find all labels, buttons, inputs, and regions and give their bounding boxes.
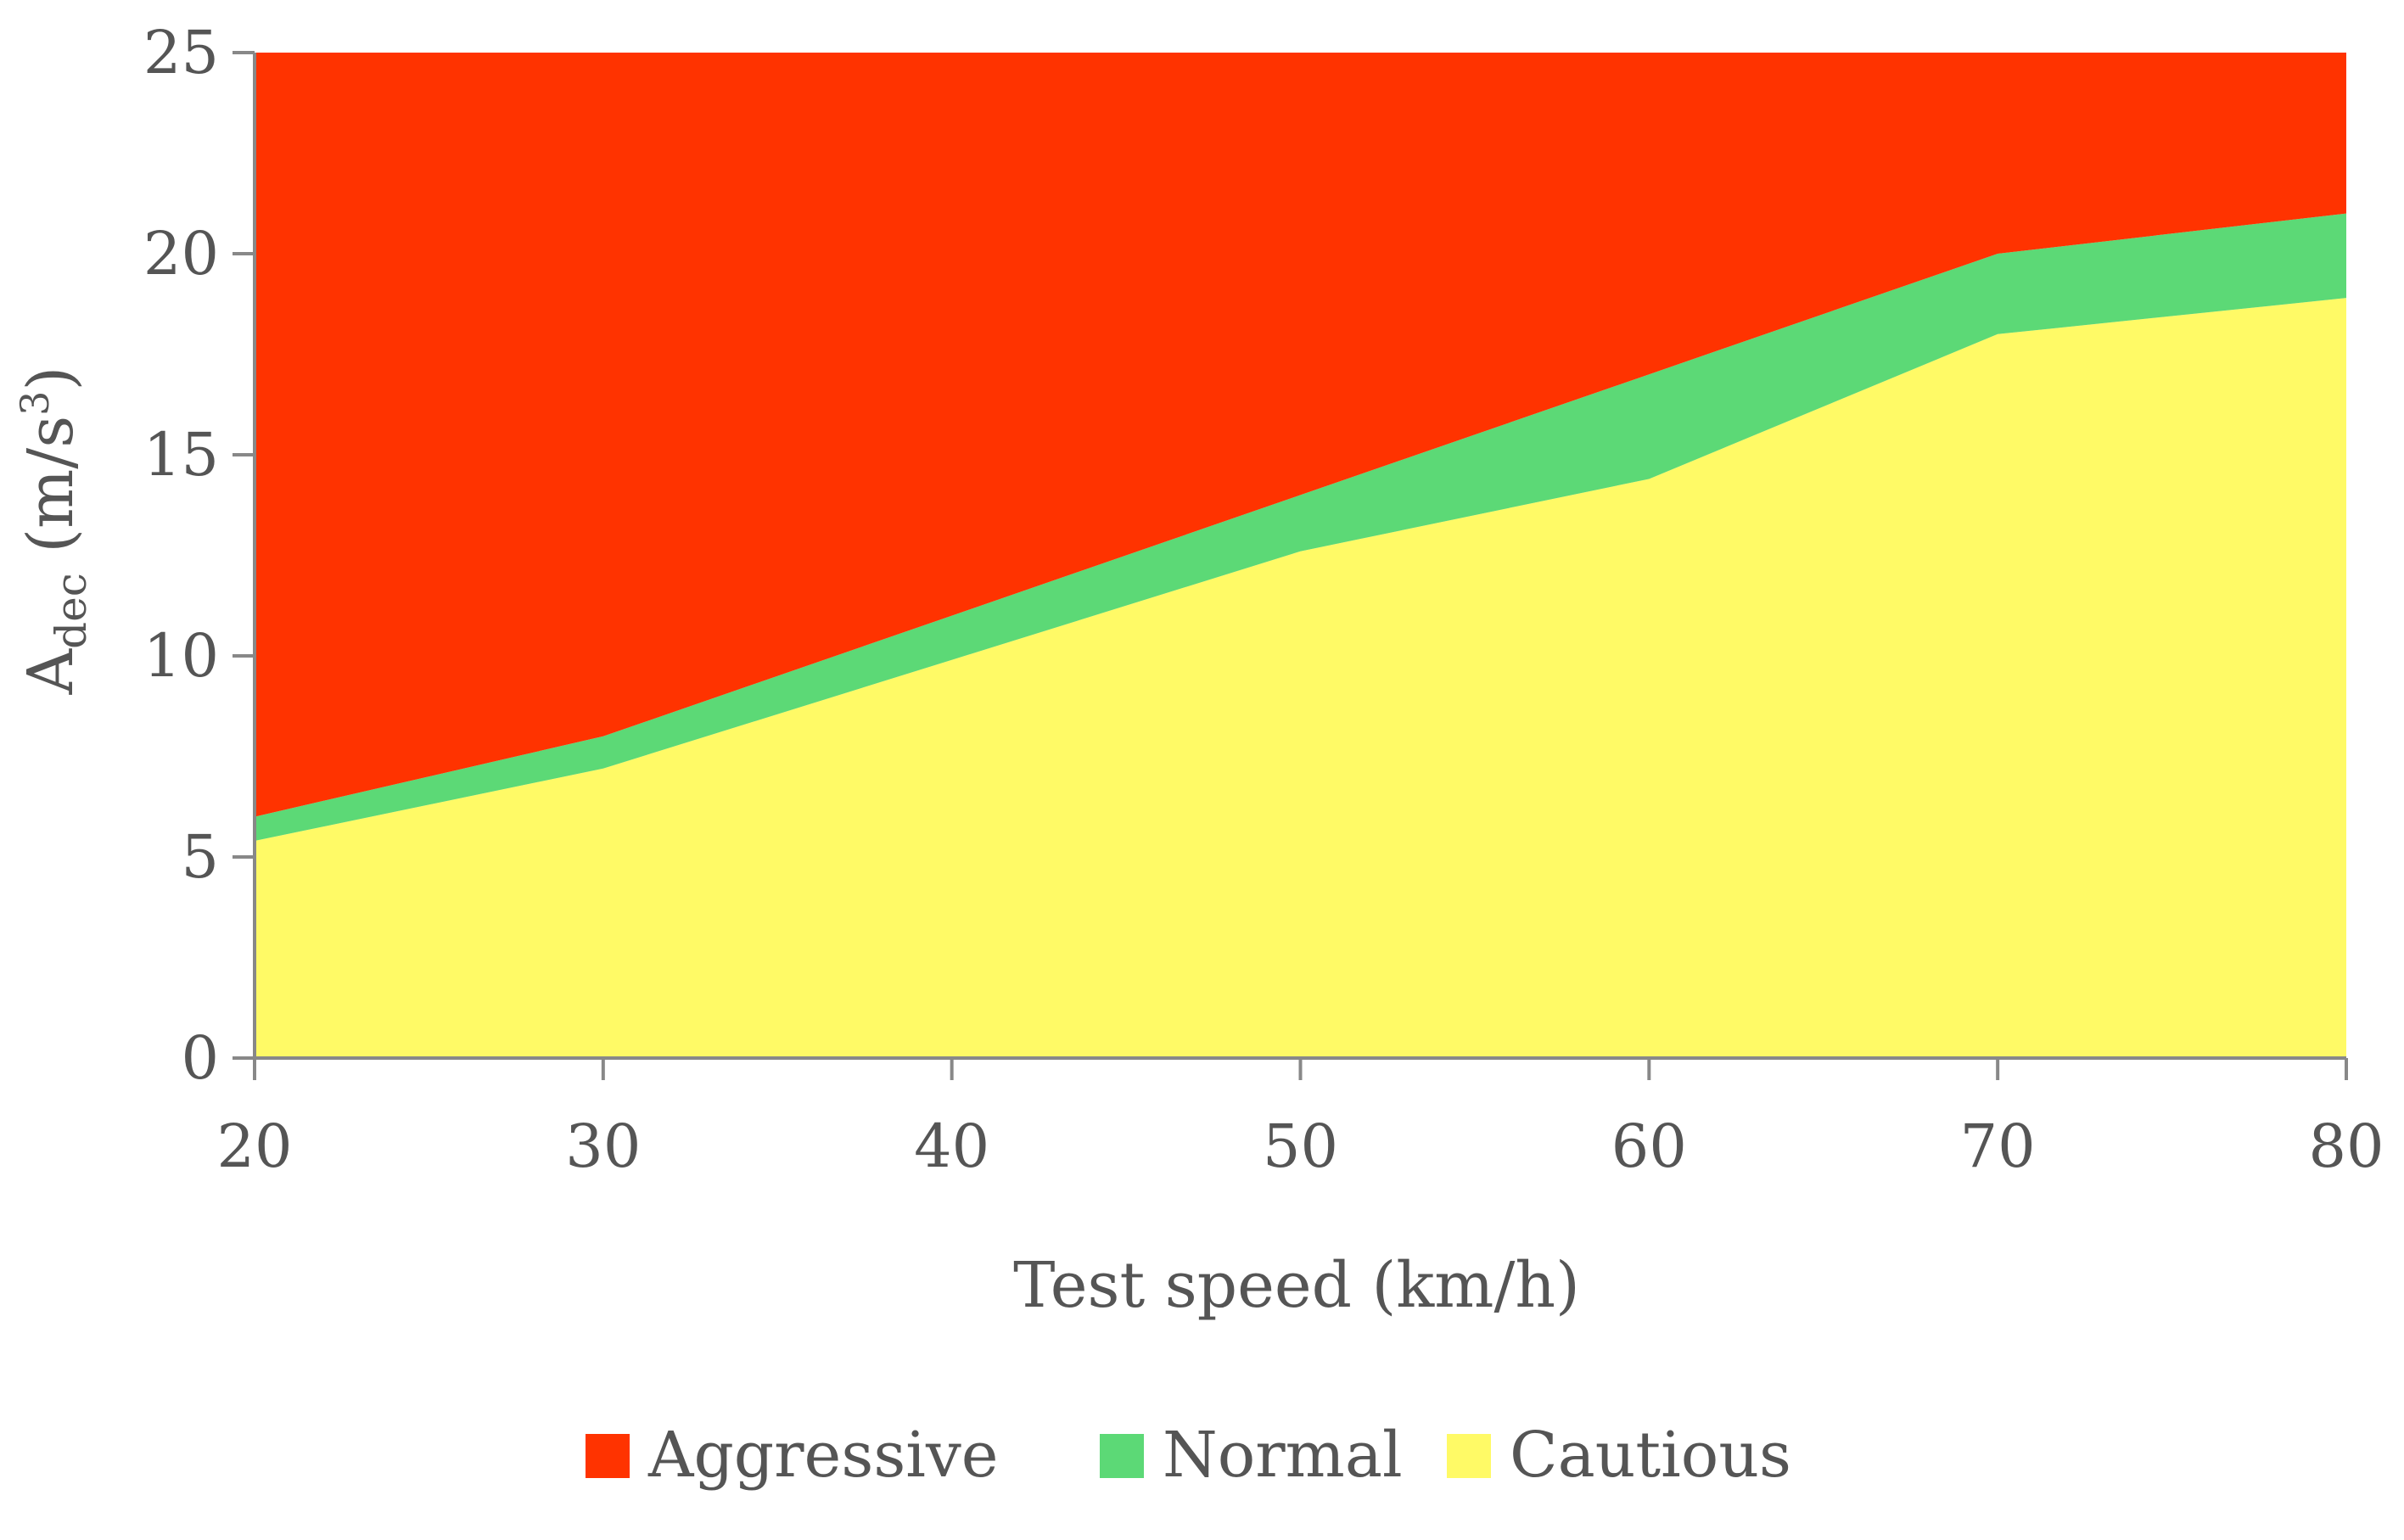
legend-label-aggressive: Aggressive bbox=[647, 1419, 999, 1492]
y-axis-title-subscript: dec bbox=[47, 573, 96, 649]
x-tick-label: 40 bbox=[914, 1112, 989, 1181]
area-aggressive bbox=[255, 53, 2346, 817]
legend: Aggressive Normal Cautious bbox=[586, 1419, 1791, 1492]
x-tick-label: 80 bbox=[2308, 1112, 2384, 1181]
legend-swatch-normal bbox=[1100, 1434, 1144, 1478]
x-tick-label: 50 bbox=[1263, 1112, 1338, 1181]
y-tick-label: 0 bbox=[181, 1023, 219, 1093]
x-tick-label: 20 bbox=[216, 1112, 292, 1181]
y-tick-label: 20 bbox=[143, 219, 219, 288]
y-tick-label: 10 bbox=[143, 621, 219, 691]
legend-swatch-cautious bbox=[1447, 1434, 1491, 1478]
y-tick-label: 15 bbox=[143, 420, 219, 490]
legend-label-cautious: Cautious bbox=[1510, 1419, 1791, 1492]
y-axis-title-unit: (m/s bbox=[14, 416, 87, 573]
y-axis-title-superscript: 3 bbox=[12, 391, 58, 416]
y-axis-title-main: A bbox=[14, 647, 87, 695]
y-axis-title: Adec (m/s3) bbox=[12, 367, 96, 696]
x-tick-label: 60 bbox=[1611, 1112, 1687, 1181]
y-tick-label: 5 bbox=[181, 822, 219, 892]
x-tick-label: 70 bbox=[1960, 1112, 2036, 1181]
legend-label-normal: Normal bbox=[1163, 1419, 1403, 1492]
tick-layer: 0 5 10 15 20 25 20 30 40 50 60 70 80 bbox=[143, 18, 2384, 1181]
area-layer bbox=[255, 53, 2346, 1058]
x-tick-label: 30 bbox=[565, 1112, 641, 1181]
legend-swatch-aggressive bbox=[586, 1434, 630, 1478]
y-axis-title-unit-close: ) bbox=[14, 367, 87, 391]
area-normal bbox=[255, 213, 2346, 842]
x-axis-title: Test speed (km/h) bbox=[1013, 1249, 1580, 1322]
area-cautious bbox=[255, 298, 2346, 1058]
y-tick-label: 25 bbox=[143, 18, 219, 87]
